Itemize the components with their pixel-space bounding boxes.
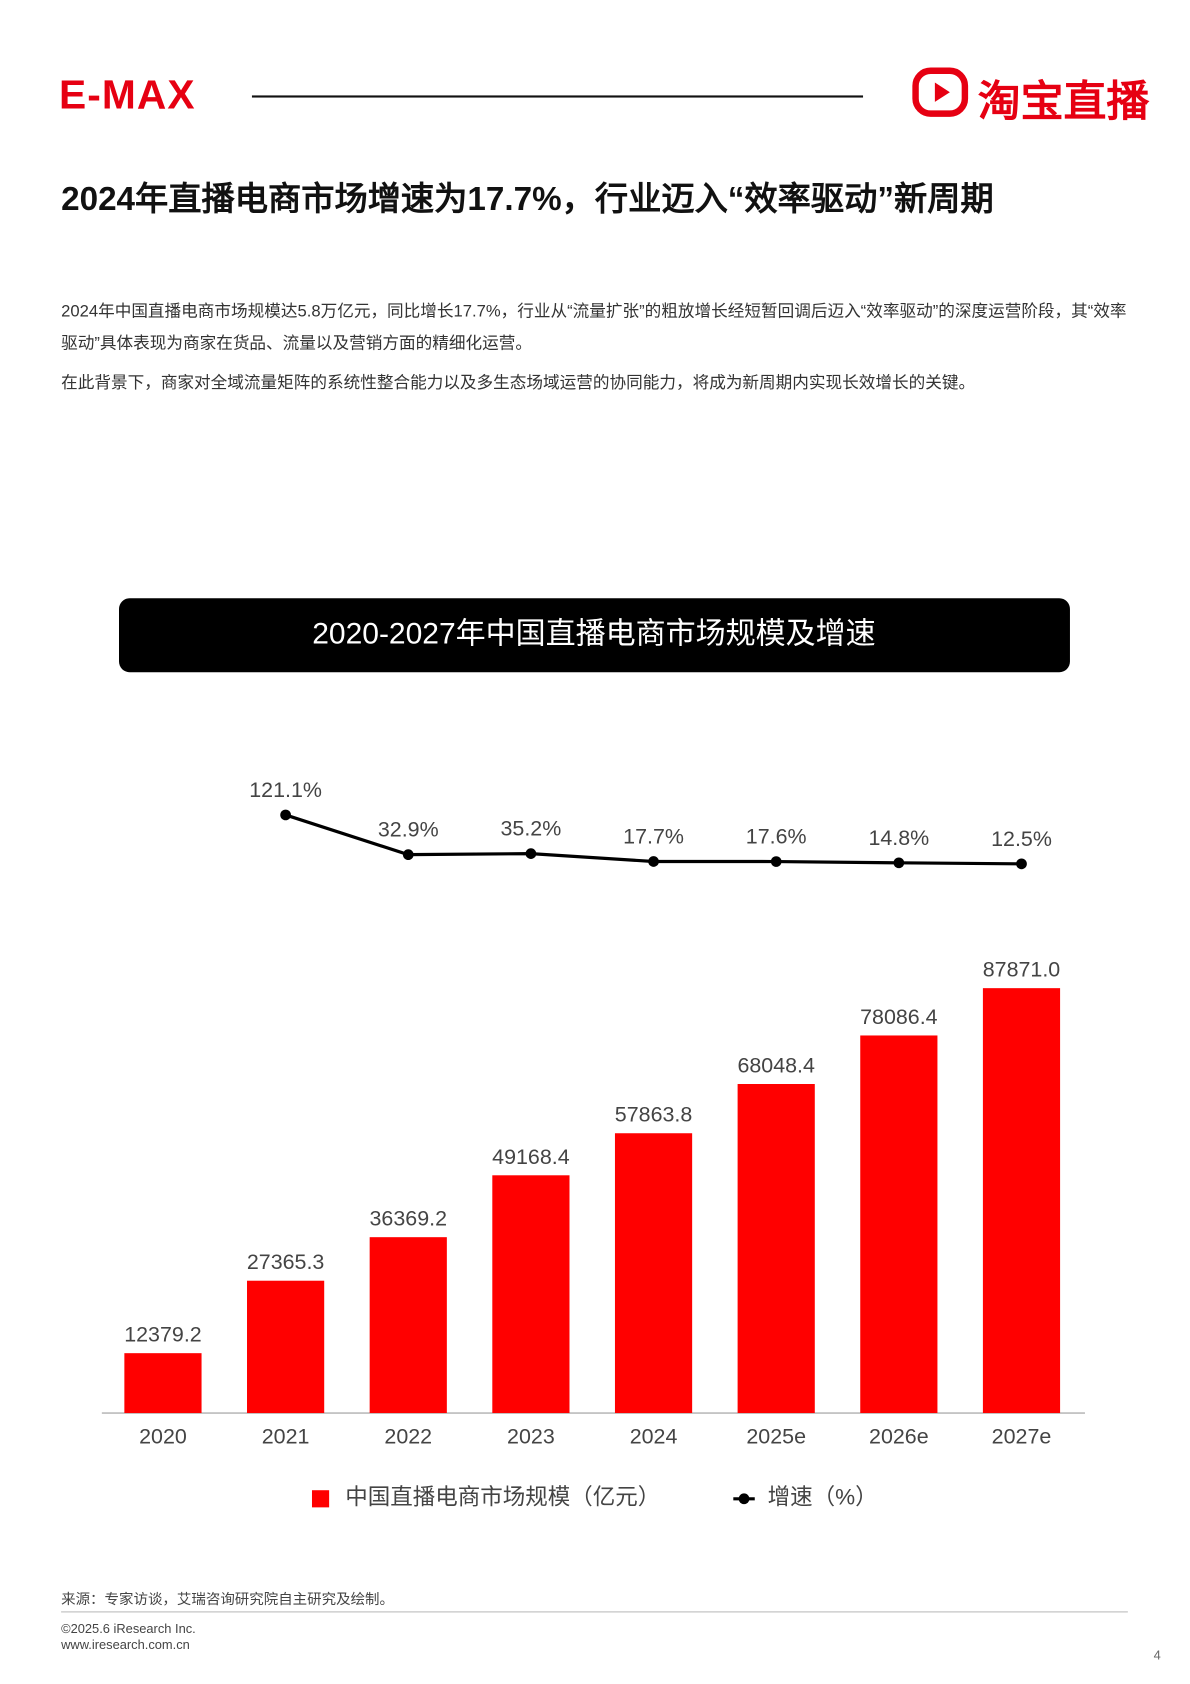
data-label: 35.2% <box>501 817 562 841</box>
line-point <box>402 849 414 861</box>
chart-title-box <box>119 598 1070 673</box>
x-tick-label: 2023 <box>507 1424 555 1448</box>
bar <box>737 1084 815 1414</box>
data-label: 36369.2 <box>370 1207 448 1231</box>
data-label: 78086.4 <box>860 1005 938 1029</box>
bar <box>247 1280 325 1414</box>
website: www.iresearch.com.cn <box>61 1637 190 1653</box>
line-point <box>893 857 905 869</box>
chart-title: 2020-2027年中国直播电商市场规模及增速 <box>312 618 875 651</box>
x-tick-label: 2027e <box>992 1424 1052 1448</box>
page-number: 4 <box>1153 1647 1161 1663</box>
data-label: 12.5% <box>991 827 1052 851</box>
legend-swatch <box>738 1493 750 1505</box>
data-label: 12379.2 <box>124 1323 201 1347</box>
data-label: 121.1% <box>249 778 322 802</box>
bar <box>124 1353 202 1414</box>
copyright: ©2025.6 iResearch Inc. <box>61 1621 196 1637</box>
x-tick-label: 2025e <box>746 1424 806 1448</box>
x-tick-label: 2024 <box>630 1424 678 1448</box>
logo-text: 淘宝直播 <box>977 78 1150 126</box>
x-tick-label: 2022 <box>384 1424 432 1448</box>
x-tick-label: 2026e <box>869 1424 929 1448</box>
line-point <box>1016 858 1027 870</box>
data-label: 32.9% <box>378 818 439 842</box>
line-point <box>280 809 291 821</box>
logo-icon <box>912 67 969 117</box>
bar <box>614 1133 693 1414</box>
data-label: 27365.3 <box>247 1250 325 1274</box>
bar <box>860 1035 938 1414</box>
line-point <box>648 856 659 867</box>
data-label: 17.6% <box>746 825 807 849</box>
line-point <box>525 848 537 859</box>
data-label: 49168.4 <box>492 1145 570 1169</box>
paragraph: 在此背景下，商家对全域流量矩阵的系统性整合能力以及多生态场域运营的协同能力，将成… <box>61 374 976 393</box>
data-label: 57863.8 <box>615 1103 693 1127</box>
paragraph: 2024年中国直播电商市场规模达5.8万亿元，同比增长17.7%，行业从“流量扩… <box>61 302 1127 353</box>
legend-label: 中国直播电商市场规模（亿元） <box>345 1485 660 1510</box>
bar <box>369 1237 447 1414</box>
data-label: 87871.0 <box>983 958 1061 982</box>
line-point <box>770 856 782 867</box>
legend-swatch <box>311 1490 330 1508</box>
source: 来源：专家访谈，艾瑞咨询研究院自主研究及绘制。 <box>61 1590 394 1608</box>
bar <box>492 1175 570 1414</box>
data-label: 68048.4 <box>737 1054 815 1078</box>
legend-label: 增速（%） <box>768 1485 878 1510</box>
data-label: 17.7% <box>623 825 684 849</box>
x-tick-label: 2021 <box>262 1424 310 1448</box>
bar <box>982 988 1061 1414</box>
header-rule <box>251 95 864 98</box>
data-label: 14.8% <box>868 826 929 850</box>
page-title: 2024年直播电商市场增速为17.7%，行业迈入“效率驱动”新周期 <box>61 180 994 218</box>
x-tick-label: 2020 <box>139 1424 187 1448</box>
brand: E-MAX <box>58 72 196 118</box>
footer-rule <box>61 1611 1128 1613</box>
